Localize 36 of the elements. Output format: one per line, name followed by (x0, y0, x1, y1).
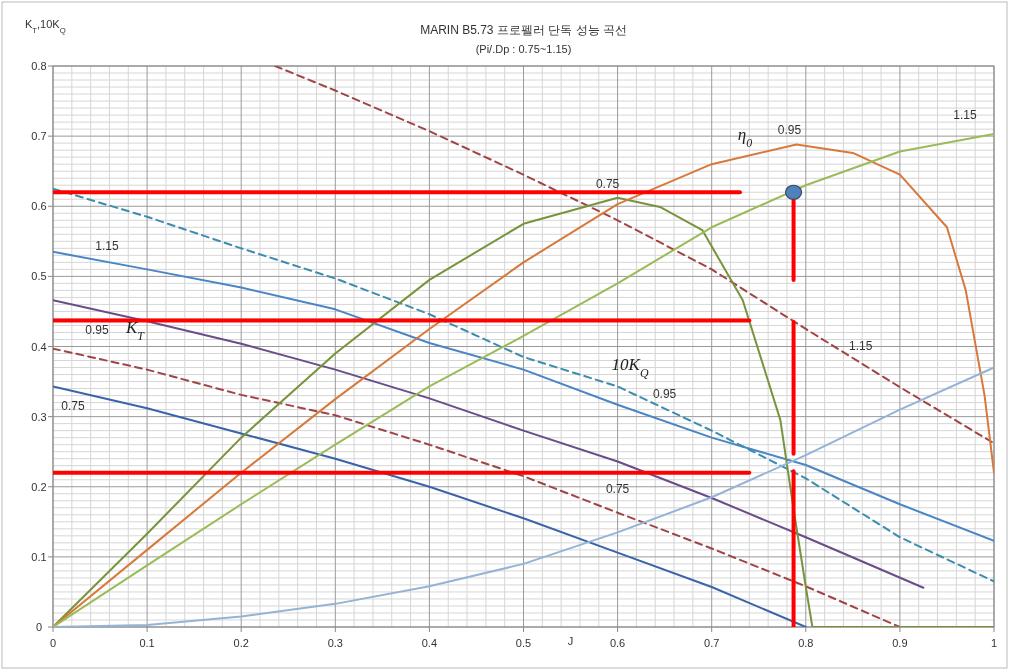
y-tick-label: 0.7 (31, 130, 47, 143)
x-axis-title: J (567, 635, 574, 647)
y-tick-label: 0.1 (31, 550, 47, 563)
annotation: K$_{T}$ (125, 318, 146, 343)
y-tick-label: 0.5 (31, 270, 47, 283)
series-label: 0.75 (61, 399, 85, 414)
x-tick-label: 0.3 (327, 637, 343, 649)
series-label: 1.15 (95, 238, 119, 253)
y-tick-label: 0.8 (31, 60, 47, 72)
y-tick-label: 0.4 (31, 340, 47, 353)
x-tick-label: 0.2 (233, 637, 249, 649)
series-label: 0.95 (652, 387, 677, 402)
x-tick-label: 0.7 (704, 637, 720, 649)
series-label: 0.75 (605, 481, 630, 496)
series-label: 0.95 (85, 323, 109, 338)
series-label: 0.95 (777, 122, 802, 137)
y-tick-label: 0.3 (31, 410, 47, 423)
annotation: 10K$_{Q}$ (611, 355, 649, 380)
y-axis-title: K$_{T}$,10K$_{Q}$ (25, 18, 66, 35)
series-label: 1.15 (849, 338, 873, 353)
x-tick-label: 0.6 (609, 637, 626, 649)
y-tick-label: 0 (35, 621, 43, 633)
series-label: 1.15 (953, 108, 977, 123)
x-tick-label: 0.8 (798, 637, 814, 649)
x-tick-label: 0 (49, 637, 57, 649)
chart-subtitle: (Pi/.Dp : 0.75~1.15) (475, 43, 572, 55)
x-tick-label: 0.4 (421, 637, 438, 649)
y-tick-label: 0.6 (31, 200, 47, 213)
y-tick-label: 0.2 (31, 480, 47, 493)
x-tick-label: 0.1 (139, 637, 155, 649)
series-label: 0.75 (595, 176, 620, 191)
x-tick-label: 1 (990, 637, 998, 649)
annotation: η$_{0}$ (737, 125, 753, 150)
x-tick-label: 0.9 (892, 637, 908, 649)
chart-title: MARIN B5.73 프로펠러 단독 성능 곡선 (420, 23, 627, 37)
x-tick-label: 0.5 (515, 637, 532, 649)
